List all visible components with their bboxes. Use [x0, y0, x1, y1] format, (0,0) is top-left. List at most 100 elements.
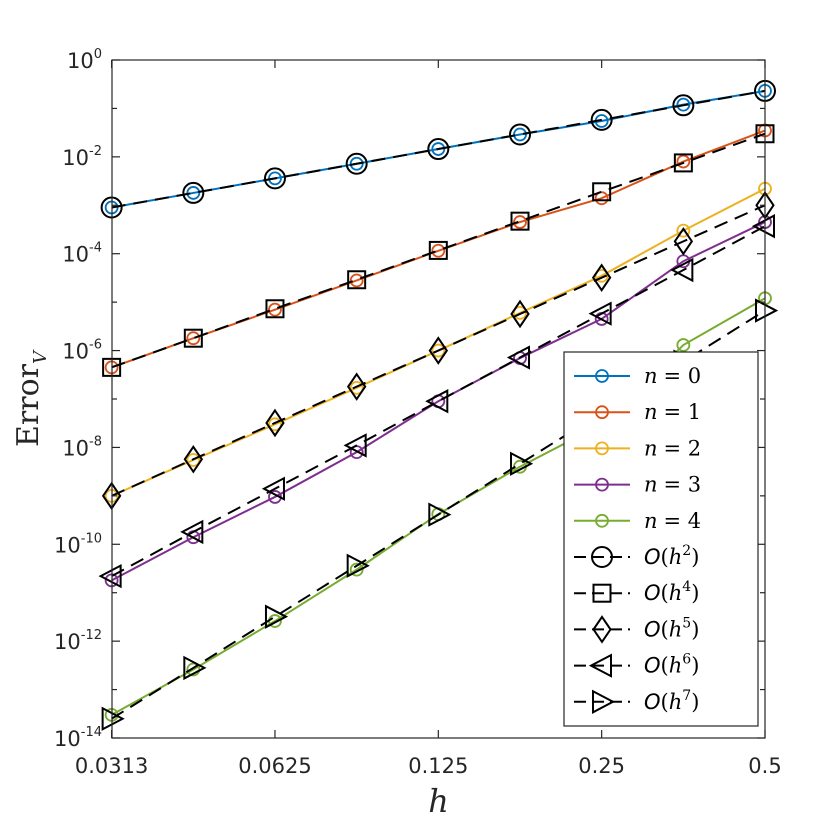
- reference-marker: [592, 182, 612, 202]
- data-point: [186, 453, 201, 467]
- reference-marker: [265, 408, 285, 438]
- reference-marker: [265, 299, 285, 319]
- reference-marker: [510, 299, 530, 329]
- y-tick-base: 10: [62, 436, 89, 460]
- y-tick-exponent: -6: [89, 338, 102, 353]
- legend-marker: [592, 689, 616, 714]
- y-tick-base: 10: [54, 630, 81, 654]
- legend-label: O(h4): [644, 579, 699, 605]
- y-tick-exponent: 0: [94, 47, 102, 62]
- y-tick-label: 100: [67, 47, 102, 73]
- reference-marker: [347, 270, 367, 290]
- legend-label: O(h2): [644, 543, 699, 569]
- y-tick-exponent: -12: [81, 628, 102, 643]
- reference-line: [111, 89, 766, 209]
- reference-marker: [427, 138, 450, 161]
- legend-label: O(h5): [644, 615, 699, 641]
- legend-item: O(h6): [574, 652, 699, 678]
- reference-marker: [345, 152, 368, 175]
- x-tick-label: 0.5: [748, 754, 781, 778]
- reference-triangle-left: [98, 214, 775, 589]
- legend-item: O(h7): [574, 688, 699, 714]
- data-point: [594, 191, 609, 206]
- reference-marker: [510, 451, 534, 476]
- reference-line: [111, 204, 766, 497]
- legend-item: n = 3: [574, 473, 701, 497]
- reference-marker: [346, 553, 370, 578]
- legend-label: n = 3: [644, 473, 701, 497]
- reference-marker: [588, 301, 612, 326]
- reference-marker: [428, 336, 449, 365]
- legend-item: n = 0: [574, 364, 701, 388]
- data-point: [513, 215, 527, 229]
- legend-label: n = 2: [644, 436, 701, 460]
- data-point: [268, 417, 282, 432]
- y-axis-label-main: Error: [11, 363, 46, 447]
- legend-marker: [595, 513, 609, 528]
- y-tick-label: 10-4: [62, 241, 102, 267]
- reference-marker: [183, 328, 203, 348]
- y-tick-base: 10: [54, 727, 81, 751]
- reference-marker: [180, 519, 204, 545]
- y-tick-exponent: -14: [81, 725, 102, 740]
- data-point: [513, 305, 527, 320]
- legend-label: O(h7): [644, 688, 699, 714]
- reference-marker: [261, 476, 285, 501]
- y-tick-label: 10-8: [62, 434, 102, 460]
- legend-marker: [592, 615, 612, 644]
- data-point: [349, 562, 364, 577]
- reference-marker: [672, 94, 695, 117]
- x-tick-label: 0.0625: [238, 754, 311, 778]
- data-point: [349, 273, 364, 288]
- x-tick-label: 0.25: [578, 754, 625, 778]
- legend: n = 0 n = 1 n = 2 n = 3 n = 4 O(h2) O(h4) O(h5) O(h6)…: [563, 351, 759, 727]
- legend-label: n = 0: [644, 364, 701, 388]
- y-tick-exponent: -10: [81, 531, 102, 546]
- y-tick-exponent: -4: [89, 241, 102, 256]
- data-point: [676, 338, 691, 352]
- data-point: [513, 127, 527, 142]
- legend-item: n = 1: [574, 400, 701, 424]
- reference-marker: [591, 263, 612, 292]
- reference-marker: [428, 240, 448, 260]
- data-point: [676, 223, 691, 238]
- y-tick-label: 10-10: [54, 531, 102, 557]
- legend-marker: [591, 546, 613, 568]
- reference-line: [111, 225, 766, 578]
- legend-marker: [595, 369, 609, 383]
- y-axis-label: ErrorV: [11, 349, 51, 447]
- reference-marker: [101, 706, 125, 731]
- reference-marker: [670, 257, 694, 283]
- legend-label: O(h6): [644, 652, 699, 678]
- reference-marker: [346, 372, 367, 401]
- data-point: [431, 142, 446, 156]
- legend-marker: [595, 441, 609, 456]
- data-point: [186, 331, 201, 346]
- reference-marker: [509, 123, 532, 146]
- y-tick-base: 10: [62, 146, 89, 170]
- y-tick-exponent: -8: [89, 434, 102, 449]
- data-point: [349, 156, 364, 171]
- data-point: [594, 268, 609, 283]
- data-point: [268, 302, 282, 317]
- reference-marker: [425, 389, 449, 414]
- label-layer: 0.0313 0.0625 0.125 0.25 0.510010-210-410-61…: [11, 47, 782, 820]
- legend-item: n = 4: [574, 509, 701, 533]
- data-point: [431, 343, 446, 358]
- legend-marker: [588, 653, 612, 678]
- legend-item: O(h5): [574, 615, 699, 644]
- y-tick-exponent: -2: [89, 144, 102, 159]
- legend-item: O(h4): [574, 579, 699, 605]
- reference-marker: [264, 604, 289, 629]
- y-axis-label-sub: V: [30, 349, 51, 364]
- reference-marker: [183, 444, 204, 474]
- x-axis-label: h: [428, 782, 449, 820]
- reference-marker: [510, 211, 530, 231]
- legend-marker: [595, 477, 609, 492]
- y-tick-label: 10-14: [54, 725, 102, 751]
- reference-marker: [673, 153, 693, 173]
- reference-marker: [182, 181, 205, 204]
- y-tick-label: 10-2: [62, 144, 102, 170]
- reference-marker: [98, 563, 122, 589]
